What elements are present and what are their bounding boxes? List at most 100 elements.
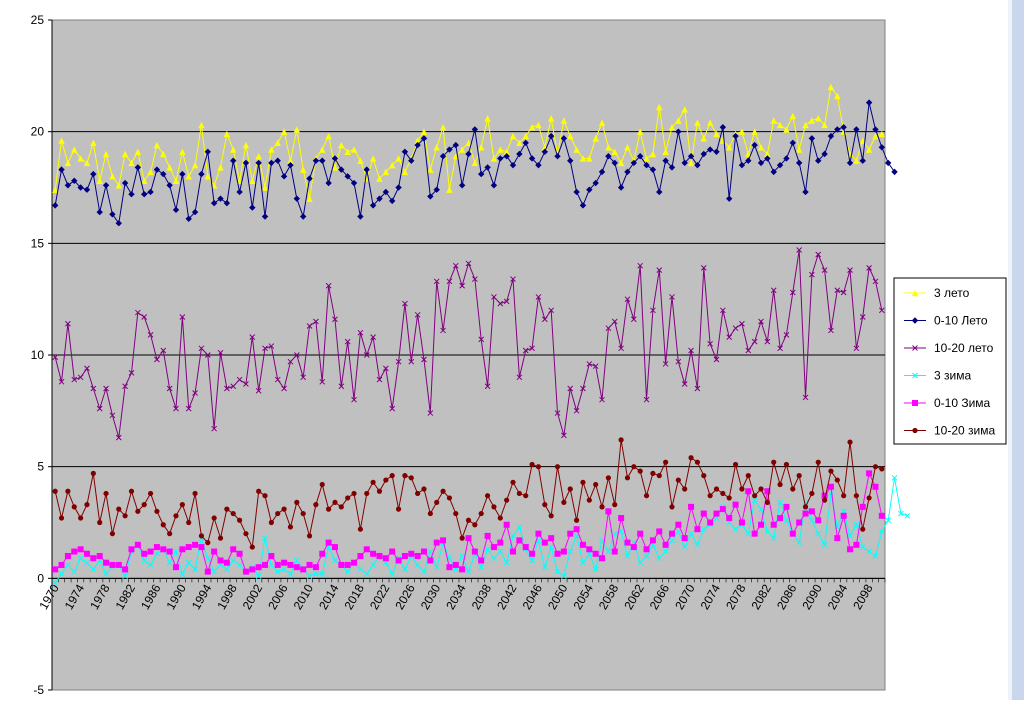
data-point xyxy=(663,459,669,465)
data-point xyxy=(522,139,529,147)
legend-label: 3 лето xyxy=(934,286,970,300)
data-point xyxy=(395,155,402,162)
data-point xyxy=(71,376,78,383)
marker-stroke xyxy=(681,544,688,550)
data-point xyxy=(580,559,586,566)
data-point xyxy=(224,506,230,512)
data-point xyxy=(510,479,516,485)
data-point xyxy=(224,566,230,573)
data-point xyxy=(694,459,701,465)
data-point xyxy=(287,157,294,164)
marker-stroke xyxy=(65,320,71,327)
data-point xyxy=(249,177,256,184)
marker-stroke xyxy=(293,557,300,564)
data-point xyxy=(185,544,192,551)
marker-stroke xyxy=(611,318,618,325)
marker-stroke xyxy=(243,381,249,387)
data-point xyxy=(808,117,816,124)
data-point xyxy=(452,141,459,149)
data-point xyxy=(853,345,860,352)
marker-stroke xyxy=(71,376,78,383)
data-point xyxy=(281,566,287,573)
marker-stroke xyxy=(71,568,78,575)
data-point xyxy=(141,191,148,198)
data-point xyxy=(293,557,300,564)
data-point xyxy=(147,188,154,196)
data-point xyxy=(827,83,835,91)
marker-stroke xyxy=(344,338,351,345)
data-point xyxy=(198,345,205,352)
data-point xyxy=(459,535,465,541)
data-point xyxy=(274,568,281,575)
marker-stroke xyxy=(872,278,879,285)
data-point xyxy=(141,314,148,320)
legend-label: 10-20 зима xyxy=(934,424,995,438)
data-point xyxy=(160,347,167,354)
data-point xyxy=(510,276,516,282)
data-point xyxy=(770,287,777,294)
data-point xyxy=(153,141,161,149)
data-point xyxy=(624,144,631,151)
data-point xyxy=(713,510,720,517)
data-point xyxy=(402,473,408,479)
data-point xyxy=(688,455,694,461)
y-tick-label: 10 xyxy=(31,348,45,362)
data-point xyxy=(815,115,822,122)
data-point xyxy=(446,278,453,285)
data-point xyxy=(789,289,796,296)
data-point xyxy=(751,497,758,504)
data-point xyxy=(904,512,911,519)
data-point xyxy=(370,550,377,557)
data-point xyxy=(713,486,720,492)
marker-stroke xyxy=(650,307,656,314)
data-point xyxy=(751,128,758,135)
data-point xyxy=(535,294,542,300)
data-point xyxy=(236,188,243,196)
data-point xyxy=(872,464,879,470)
data-point xyxy=(675,477,681,483)
marker-stroke xyxy=(319,378,326,385)
data-point xyxy=(726,195,733,202)
data-point xyxy=(478,144,485,151)
marker-stroke xyxy=(281,566,287,573)
data-point xyxy=(236,550,243,557)
marker-stroke xyxy=(580,385,586,392)
data-point xyxy=(166,182,173,189)
marker-stroke xyxy=(866,265,872,271)
data-point xyxy=(662,541,669,548)
data-point xyxy=(707,340,713,347)
data-point xyxy=(287,571,294,577)
marker-stroke xyxy=(122,573,128,579)
data-point xyxy=(312,157,320,164)
marker-stroke xyxy=(192,566,198,573)
marker-stroke xyxy=(459,553,465,559)
data-point xyxy=(262,535,268,541)
marker-stroke xyxy=(592,363,599,370)
data-point xyxy=(884,159,892,167)
marker-stroke xyxy=(154,550,160,557)
marker-stroke xyxy=(847,533,853,539)
data-point xyxy=(707,519,714,526)
data-point xyxy=(179,502,185,508)
data-point xyxy=(420,135,428,142)
data-point xyxy=(459,553,465,559)
data-point xyxy=(751,338,758,345)
data-point xyxy=(134,148,142,155)
marker-stroke xyxy=(789,289,796,296)
data-point xyxy=(135,508,141,514)
data-point xyxy=(580,479,586,485)
marker-stroke xyxy=(96,405,103,412)
data-point xyxy=(713,356,720,363)
marker-stroke xyxy=(853,345,860,352)
data-point xyxy=(185,173,192,180)
data-point xyxy=(97,519,103,526)
data-point xyxy=(204,148,211,155)
data-point xyxy=(478,557,485,564)
data-point xyxy=(167,531,173,537)
data-point xyxy=(204,173,211,180)
data-point xyxy=(141,502,147,508)
data-point xyxy=(427,193,434,200)
marker-stroke xyxy=(58,571,65,577)
data-point xyxy=(847,533,853,539)
data-point xyxy=(827,132,835,140)
